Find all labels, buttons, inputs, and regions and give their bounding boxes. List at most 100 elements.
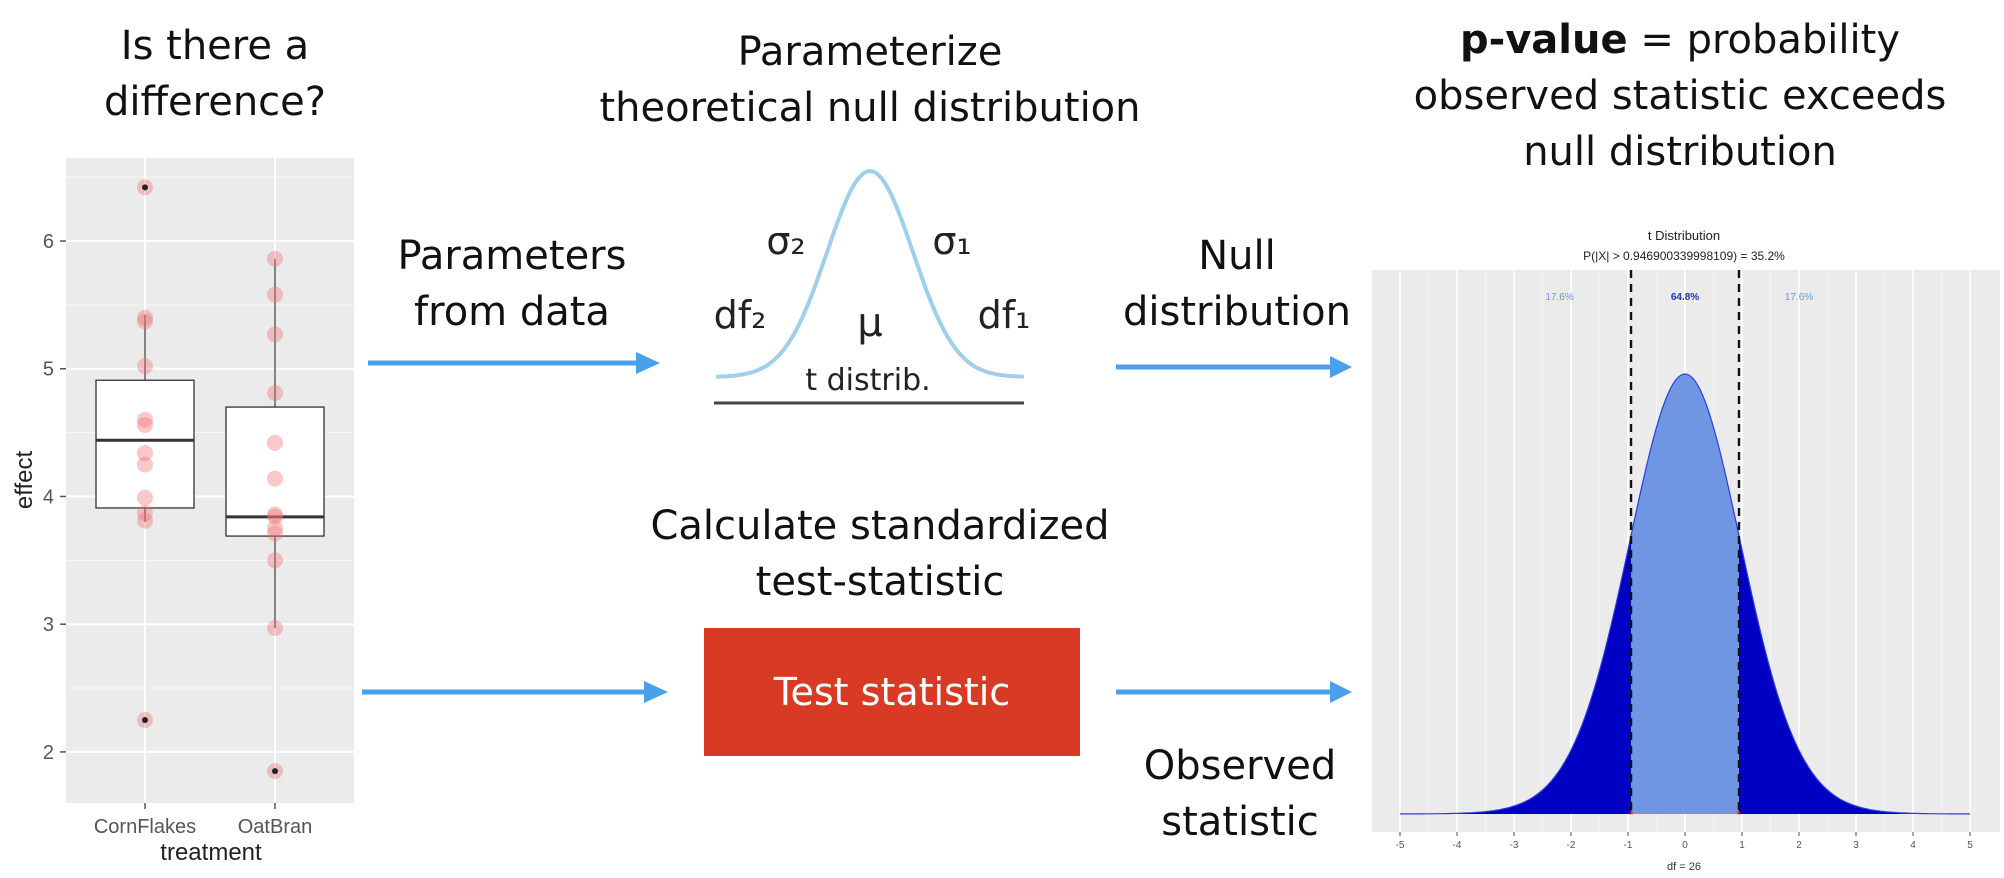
heading-difference-line1: Is there a bbox=[120, 23, 310, 69]
boxplot-x-tick-label: CornFlakes bbox=[94, 816, 196, 838]
icon-df2: df₂ bbox=[714, 293, 767, 337]
tdist-x-tick-label: -5 bbox=[1396, 840, 1405, 851]
tdist-right-tail bbox=[1739, 535, 1970, 814]
boxplot-point bbox=[267, 286, 283, 303]
heading-parameterize-line2: theoretical null distribution bbox=[599, 85, 1141, 131]
tdist-x-tick-label: -2 bbox=[1567, 840, 1576, 851]
arrows bbox=[362, 352, 1352, 703]
test-statistic-label: Test statistic bbox=[773, 670, 1011, 714]
boxplot-point bbox=[137, 411, 153, 428]
boxplot-point bbox=[267, 326, 283, 343]
boxplot-point bbox=[267, 508, 283, 525]
tdist-grid bbox=[1399, 270, 1971, 832]
heading-parameterize: Parameterize theoretical null distributi… bbox=[570, 24, 1170, 136]
tdist-x-label: df = 26 bbox=[1667, 861, 1701, 873]
boxplot-point bbox=[267, 250, 283, 267]
icon-sigma1: σ₁ bbox=[932, 219, 971, 263]
boxplot-y-tick-label: 2 bbox=[43, 742, 54, 764]
arrow-test-to-observed bbox=[1116, 681, 1352, 703]
tdist-left-tail bbox=[1400, 535, 1631, 814]
heading-pvalue-line2: observed statistic exceeds bbox=[1413, 73, 1947, 119]
boxplot-y-tick-label: 6 bbox=[43, 231, 54, 253]
tdist-title: t Distribution bbox=[1648, 228, 1720, 243]
tdist-x-tick-label: 4 bbox=[1910, 840, 1916, 851]
boxplot-y-tick-label: 3 bbox=[43, 614, 54, 636]
tdist-critical-marker: * bbox=[1629, 808, 1634, 822]
boxplot-point bbox=[267, 620, 283, 637]
icon-mu: μ bbox=[857, 300, 882, 346]
boxplot-point bbox=[137, 309, 153, 326]
heading-difference: Is there a difference? bbox=[95, 18, 335, 130]
tdist-x-ticks: -5 -4 -3 -2 -1 0 1 2 3 4 5 bbox=[1396, 832, 1973, 851]
boxplot-point bbox=[267, 470, 283, 487]
boxplot-point bbox=[137, 505, 153, 522]
label-parameters: Parameters from data bbox=[382, 228, 642, 340]
label-null-line2: distribution bbox=[1123, 289, 1351, 335]
boxplot-box bbox=[95, 379, 195, 509]
label-observed-statistic: Observed statistic bbox=[1120, 738, 1360, 850]
boxplot-outlier bbox=[272, 768, 278, 775]
boxplot-y-label: effect bbox=[11, 451, 38, 510]
tdist-x-tick-label: -3 bbox=[1510, 840, 1519, 851]
heading-calculate: Calculate standardized test-statistic bbox=[620, 498, 1140, 610]
boxplot-point bbox=[137, 512, 153, 529]
icon-caption: t distrib. bbox=[805, 363, 930, 398]
boxplot-point bbox=[137, 489, 153, 506]
label-parameters-line2: from data bbox=[414, 289, 610, 335]
boxplot-point bbox=[137, 416, 153, 433]
boxplot-point bbox=[137, 456, 153, 473]
label-parameters-line1: Parameters bbox=[397, 233, 627, 279]
tdist-areas bbox=[1399, 373, 1971, 815]
test-statistic-box: Test statistic bbox=[704, 628, 1080, 756]
tdist-curve-outline bbox=[1399, 373, 1971, 815]
boxplot-point bbox=[267, 525, 283, 542]
tdist-x-tick-label: 2 bbox=[1796, 840, 1802, 851]
icon-df1: df₁ bbox=[978, 293, 1031, 337]
boxplot-x-ticks: CornFlakes OatBran bbox=[94, 803, 312, 838]
boxplot-chart: 2 3 4 5 6 CornFlakes OatBran treatment effect bbox=[11, 158, 354, 866]
boxplot-point bbox=[267, 552, 283, 569]
boxplot-point bbox=[137, 445, 153, 462]
arrow-data-to-test bbox=[362, 681, 668, 703]
tdist-x-tick-label: -1 bbox=[1624, 840, 1633, 851]
boxplot-points bbox=[137, 179, 283, 780]
heading-pvalue-line1: p-value = probability bbox=[1400, 12, 1960, 68]
boxplot-point bbox=[267, 506, 283, 523]
arrow-dist-to-null bbox=[1116, 356, 1352, 378]
pvalue-term: p-value bbox=[1460, 17, 1628, 63]
arrow-params-to-dist bbox=[368, 352, 660, 374]
boxplot-x-tick-label: OatBran bbox=[238, 816, 312, 838]
boxplot-point bbox=[137, 313, 153, 330]
tdist-x-tick-label: 5 bbox=[1967, 840, 1973, 851]
label-null-distribution: Null distribution bbox=[1112, 228, 1362, 340]
tdist-subtitle: P(|X| > 0.946900339998109) = 35.2% bbox=[1583, 249, 1785, 263]
tdist-x-tick-label: -4 bbox=[1453, 840, 1462, 851]
tdist-critical-marker: * bbox=[1737, 808, 1742, 822]
t-distribution-icon: σ₂ σ₁ df₂ df₁ μ t distrib. bbox=[714, 168, 1031, 405]
heading-calculate-line2: test-statistic bbox=[755, 559, 1005, 605]
tdist-x-tick-label: 0 bbox=[1682, 840, 1688, 851]
boxplot-outlier bbox=[142, 716, 148, 723]
boxplot-point bbox=[137, 358, 153, 375]
label-observed-line2: statistic bbox=[1161, 799, 1319, 845]
boxplot-point bbox=[267, 385, 283, 402]
boxplot-box bbox=[225, 406, 325, 537]
tdist-region-label: 17.6% bbox=[1785, 292, 1813, 303]
boxplot-point bbox=[267, 520, 283, 537]
heading-difference-line2: difference? bbox=[103, 79, 327, 125]
tdist-center-region bbox=[1631, 374, 1739, 814]
label-null-line1: Null bbox=[1198, 233, 1276, 279]
heading-pvalue-line3: null distribution bbox=[1523, 129, 1837, 175]
pvalue-definition: = probability bbox=[1627, 17, 1900, 63]
boxplot-x-label: treatment bbox=[160, 839, 262, 866]
boxplot-point bbox=[267, 434, 283, 451]
heading-calculate-line1: Calculate standardized bbox=[650, 503, 1110, 549]
icon-bell-curve bbox=[715, 168, 1025, 379]
tdist-x-tick-label: 3 bbox=[1853, 840, 1859, 851]
heading-pvalue: p-value = probability observed statistic… bbox=[1400, 12, 1960, 180]
tdist-region-label: 17.6% bbox=[1545, 292, 1573, 303]
tdist-x-tick-label: 1 bbox=[1739, 840, 1745, 851]
label-observed-line1: Observed bbox=[1143, 743, 1337, 789]
boxplot-outlier bbox=[142, 184, 148, 191]
